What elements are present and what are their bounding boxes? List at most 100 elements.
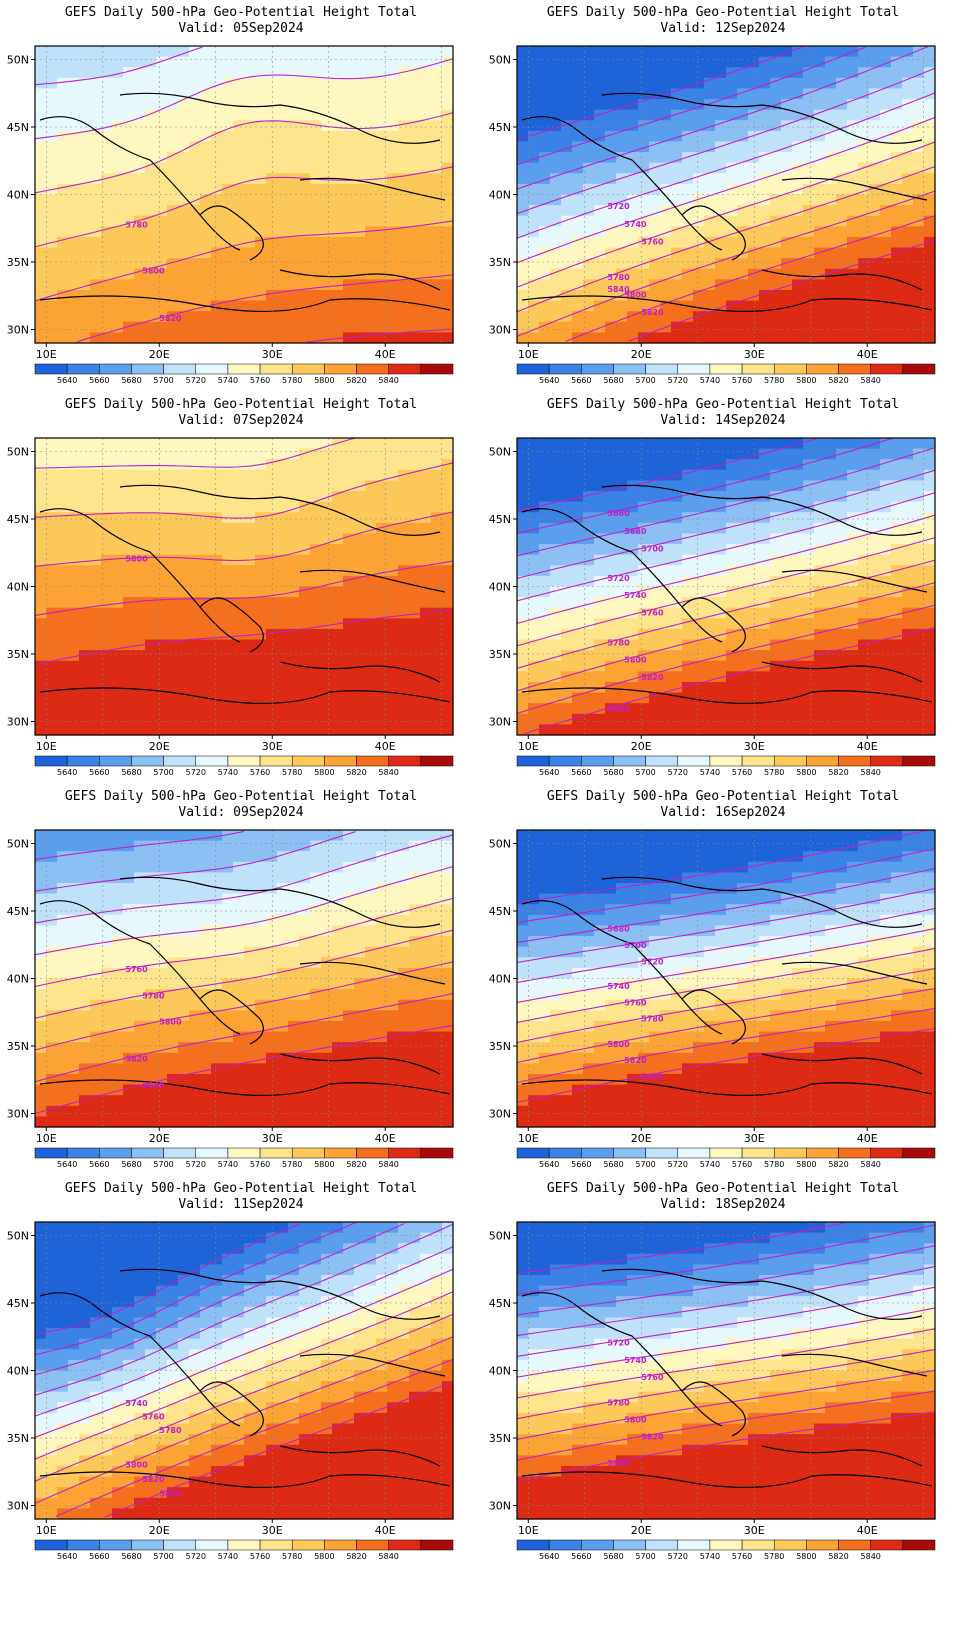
contour-label: 5800 [159,1017,182,1026]
contour-line [34,897,454,988]
coastline [39,1292,241,1427]
lon-tick-label: 30E [262,740,283,753]
panel-title: GEFS Daily 500-hPa Geo-Potential Height … [546,397,900,412]
contour-label: 5820 [641,1432,664,1441]
contour-label: 5740 [607,982,630,991]
lat-tick-label: 30N [489,1108,511,1121]
colorbar-swatch [645,755,679,767]
contour-line [34,220,454,302]
colorbar-label: 5740 [218,1160,238,1169]
colorbar-label: 5760 [732,1552,752,1561]
colorbar-swatch [838,755,871,767]
contour-line [516,92,936,239]
lon-tick-label: 20E [631,1524,652,1537]
colorbar-swatch [388,1539,422,1551]
lat-tick-label: 40N [7,581,29,594]
contour-line [516,987,936,1064]
colorbar: 5640 5660 5680 5700 5720 5740 5760 5780 5800 5820… [516,755,936,777]
panel-valid-date: Valid: 16Sep2024 [660,805,786,820]
contour-line [34,560,454,617]
colorbar-label: 5840 [861,376,881,385]
colorbar-swatch [420,1147,454,1159]
colorbar-label: 5780 [764,1552,784,1561]
contour-label: 5780 [159,1426,182,1435]
coastline [199,1381,264,1437]
colorbar-swatch [163,1539,197,1551]
contour-line [516,867,936,944]
colorbar-swatch [195,1147,229,1159]
contour-lines [516,437,936,735]
colorbar-swatch [870,1539,904,1551]
contour-label: 5760 [641,608,664,617]
colorbar-swatch [66,1147,100,1159]
contour-line [34,511,454,567]
coastline-outlines [521,92,933,313]
lon-tick-label: 30E [744,348,765,361]
lon-tick-label: 30E [744,740,765,753]
colorbar-label: 5780 [764,1160,784,1169]
colorbar-swatch [259,1539,293,1551]
colorbar-label: 5820 [828,1160,848,1169]
colorbar-label: 5820 [346,376,366,385]
contour-line [34,831,356,892]
colorbar-label: 5640 [539,768,559,777]
colorbar-swatch [902,1147,936,1159]
contour-line [516,604,936,714]
contour-label: 5760 [624,998,647,1007]
colorbar-label: 5640 [57,1552,77,1561]
colorbar-swatch [163,363,197,375]
contour-line [34,993,454,1083]
contour-line [516,1265,936,1337]
colorbar-label: 5760 [250,1160,270,1169]
contour-label: 5780 [607,639,630,648]
map-svg: 5780 5800 5820 50N 45N 40N 35N 30N 10E 20E 30E 40E 5… [7,45,454,385]
contour-label: 5780 [641,1015,664,1024]
coastline [681,205,746,261]
contour-line [34,1223,454,1396]
colorbar-label: 5840 [861,768,881,777]
colorbar-swatch [548,363,582,375]
coastline [521,508,723,643]
colorbar-swatch [131,363,164,375]
panel-title: GEFS Daily 500-hPa Geo-Potential Height … [546,789,900,804]
colorbar-label: 5680 [121,1552,141,1561]
colorbar-label: 5800 [796,1160,816,1169]
lon-tick-label: 30E [262,348,283,361]
colorbar-swatch [259,1147,293,1159]
contour-label: 5760 [142,1412,165,1421]
lon-tick-label: 40E [375,1524,396,1537]
colorbar-label: 5680 [121,1160,141,1169]
colorbar-swatch [773,1539,807,1551]
coastline [39,687,451,705]
lat-tick-label: 50N [489,54,511,67]
colorbar-swatch [356,1147,389,1159]
colorbar-swatch [356,363,389,375]
coastline-outlines [39,876,451,1097]
lon-tick-label: 40E [375,348,396,361]
lon-tick-label: 20E [149,1132,170,1145]
contour-label: 5840 [607,1459,630,1468]
colorbar-label: 5780 [764,768,784,777]
colorbar-label: 5800 [796,768,816,777]
contour-line [516,469,936,579]
colorbar-swatch [741,1147,775,1159]
colorbar-label: 5800 [314,1552,334,1561]
coastline-outlines [39,92,451,313]
colorbar-label: 5640 [539,1552,559,1561]
contour-label: 5740 [624,591,647,600]
colorbar-swatch [34,755,68,767]
colorbar-swatch [99,1539,132,1551]
colorbar-label: 5660 [571,376,591,385]
contour-label: 5800 [125,554,148,563]
contour-label: 5720 [641,957,664,966]
lat-tick-label: 50N [489,446,511,459]
contour-line [34,1336,454,1504]
contour-label: 5680 [624,527,647,536]
contour-label: 5820 [624,1056,647,1065]
contour-line [34,58,454,140]
lon-tick-label: 10E [518,348,539,361]
lon-tick-label: 10E [518,1132,539,1145]
coastline [119,1268,441,1320]
contour-line [306,328,454,343]
colorbar-label: 5640 [57,768,77,777]
